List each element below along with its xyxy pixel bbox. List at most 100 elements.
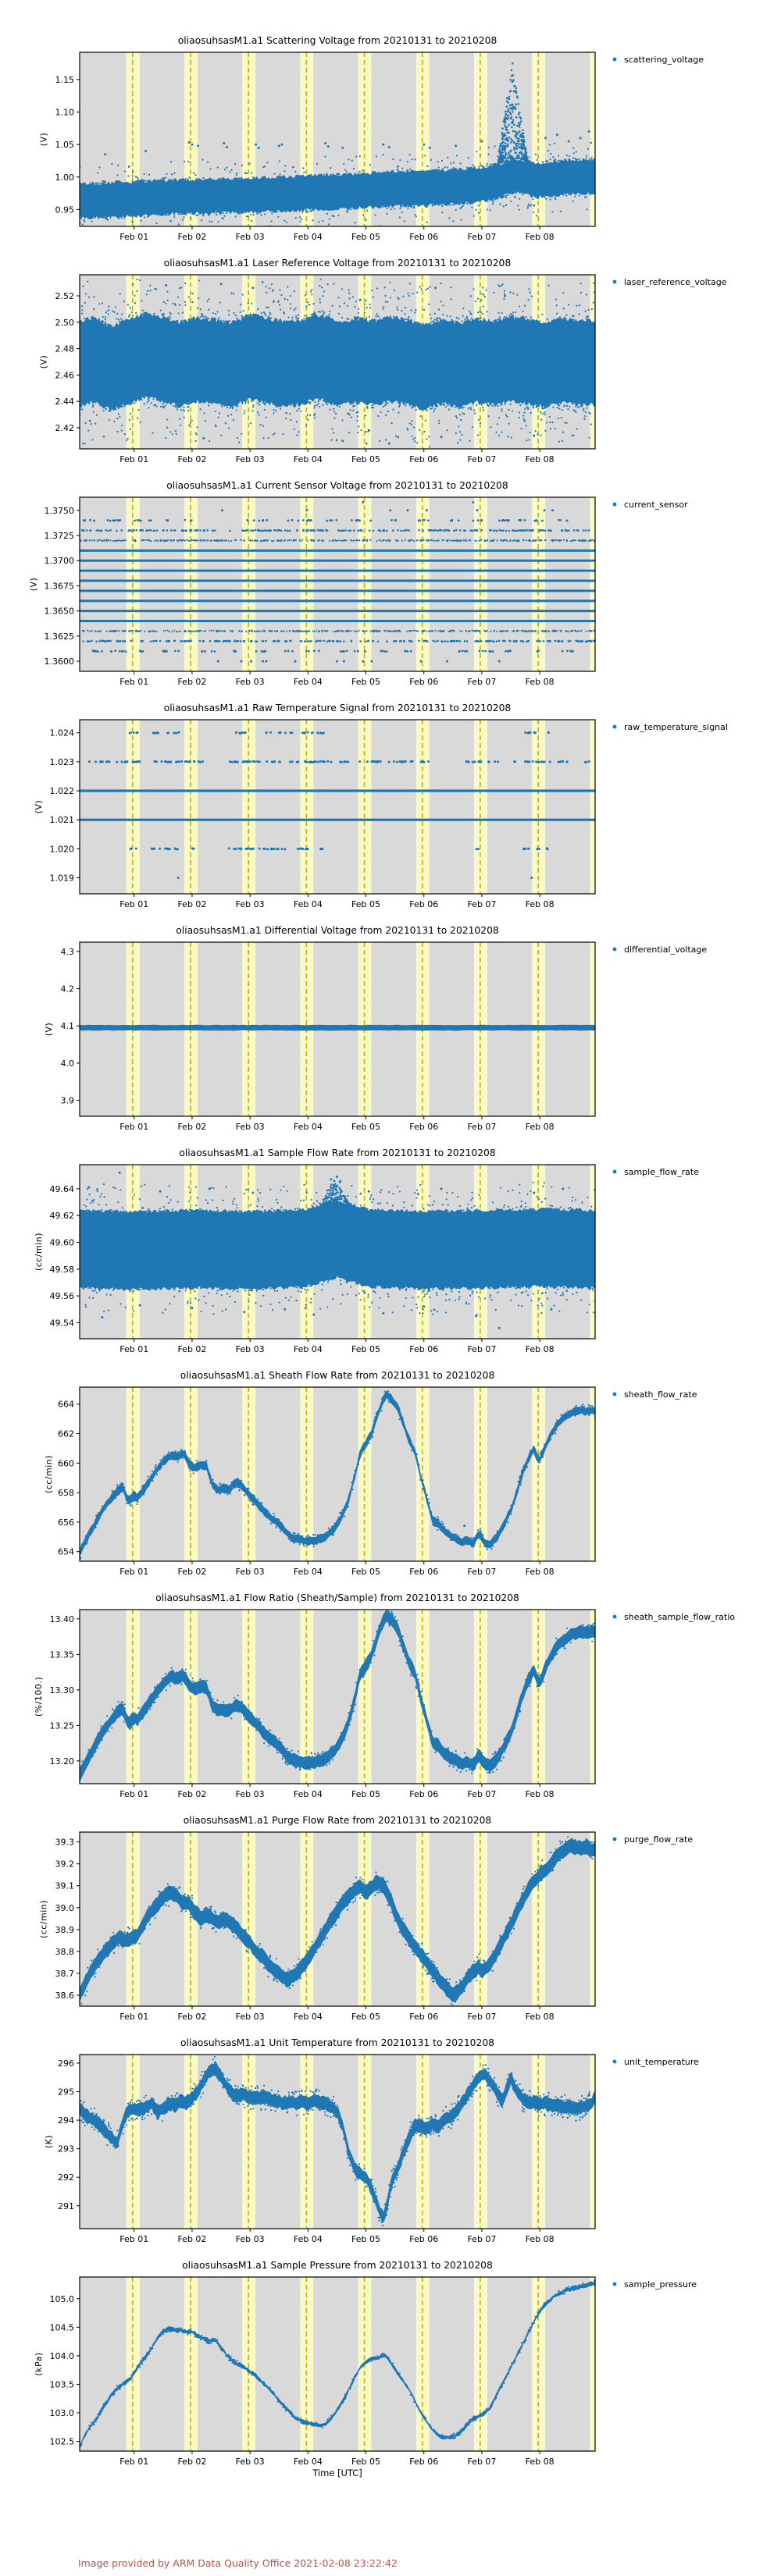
legend-label: sheath_sample_flow_ratio — [624, 1612, 735, 1622]
legend-marker — [612, 279, 617, 284]
y-tick-label: 49.56 — [50, 1291, 75, 1301]
x-tick-label: Feb 04 — [294, 1344, 323, 1354]
y-tick-label: 1.3725 — [45, 531, 75, 541]
y-tick-label: 13.20 — [50, 1756, 75, 1767]
y-tick-label: 4.0 — [61, 1059, 75, 1069]
x-tick-label: Feb 02 — [177, 232, 206, 242]
x-tick-label: Feb 02 — [177, 1344, 206, 1354]
plot-title: oliaosuhsasM1.a1 Scattering Voltage from… — [178, 35, 497, 46]
y-tick-label: 294 — [58, 2115, 74, 2126]
x-tick-label: Feb 01 — [119, 2234, 148, 2244]
y-tick-label: 660 — [58, 1458, 74, 1468]
plot-title: oliaosuhsasM1.a1 Raw Temperature Signal … — [164, 703, 512, 713]
x-tick-label: Feb 07 — [467, 1789, 496, 1799]
x-tick-label: Feb 03 — [236, 677, 265, 687]
data-series — [80, 2055, 595, 2227]
y-tick-label: 3.9 — [61, 1096, 75, 1106]
y-tick-label: 2.46 — [55, 370, 75, 380]
y-axis-label: (V) — [39, 355, 49, 369]
x-tick-label: Feb 03 — [236, 2457, 265, 2467]
x-tick-label: Feb 03 — [236, 2234, 265, 2244]
y-tick-label: 38.8 — [55, 1947, 75, 1957]
legend-marker — [612, 1614, 617, 1619]
day-band — [590, 1387, 595, 1561]
axes-frame — [79, 719, 596, 895]
legend-label: raw_temperature_signal — [624, 722, 728, 732]
x-tick-label: Feb 07 — [467, 232, 496, 242]
y-tick-label: 4.3 — [61, 947, 75, 957]
x-tick-label: Feb 07 — [467, 1567, 496, 1577]
x-tick-label: Feb 06 — [409, 232, 438, 242]
axes-frame — [79, 1386, 596, 1562]
data-series — [80, 1024, 595, 1031]
legend-label: laser_reference_voltage — [624, 277, 727, 287]
y-tick-label: 1.3675 — [45, 581, 75, 591]
x-tick-label: Feb 04 — [294, 1122, 323, 1132]
y-tick-label: 49.62 — [50, 1211, 75, 1221]
y-tick-label: 664 — [58, 1400, 74, 1410]
y-tick-label: 13.30 — [50, 1685, 75, 1695]
y-tick-label: 295 — [58, 2087, 74, 2097]
day-band — [590, 2277, 595, 2451]
y-axis-label: (V) — [34, 800, 44, 814]
y-tick-label: 39.3 — [55, 1838, 75, 1848]
y-tick-label: 2.52 — [55, 291, 75, 301]
plot-unit_temperature: Feb 01 Feb 02 Feb 03 Feb 04 Feb 05 Feb 06 Feb … — [0, 2032, 781, 2258]
y-tick-label: 4.1 — [61, 1021, 75, 1031]
y-tick-label: 13.25 — [50, 1720, 75, 1731]
y-tick-label: 103.0 — [50, 2408, 75, 2418]
x-tick-label: Feb 01 — [119, 1122, 148, 1132]
x-tick-label: Feb 08 — [526, 1789, 555, 1799]
legend-marker — [612, 1169, 617, 1174]
x-tick-label: Feb 06 — [409, 1789, 438, 1799]
x-tick-label: Feb 03 — [236, 454, 265, 464]
plot-differential_voltage: Feb 01 Feb 02 Feb 03 Feb 04 Feb 05 Feb 06 Feb … — [0, 920, 781, 1146]
legend-marker — [612, 2282, 617, 2286]
plot-sheath_flow_rate: Feb 01 Feb 02 Feb 03 Feb 04 Feb 05 Feb 06 Feb … — [0, 1364, 781, 1591]
x-tick-label: Feb 01 — [119, 1789, 148, 1799]
y-axis-label: (cc/min) — [34, 1233, 44, 1271]
x-tick-label: Feb 07 — [467, 1344, 496, 1354]
y-tick-label: 39.1 — [55, 1881, 75, 1891]
data-series — [80, 1610, 595, 1782]
axes-frame — [79, 2276, 596, 2452]
plot-title: oliaosuhsasM1.a1 Sample Pressure from 20… — [182, 2260, 493, 2271]
y-tick-label: 1.3625 — [45, 632, 75, 642]
plot-title: oliaosuhsasM1.a1 Sample Flow Rate from 2… — [179, 1147, 495, 1158]
y-tick-label: 13.35 — [50, 1649, 75, 1660]
x-tick-label: Feb 01 — [119, 232, 148, 242]
axes-background — [80, 1832, 595, 2006]
y-axis-label: (V) — [44, 1023, 54, 1037]
plot-scattering_voltage: Feb 01 Feb 02 Feb 03 Feb 04 Feb 05 Feb 06 Feb … — [0, 30, 781, 256]
x-tick-label: Feb 04 — [294, 1789, 323, 1799]
x-tick-label: Feb 04 — [294, 899, 323, 909]
y-axis-label: (cc/min) — [39, 1900, 49, 1938]
x-tick-label: Feb 08 — [526, 677, 555, 687]
x-tick-label: Feb 02 — [177, 677, 206, 687]
plot-title: oliaosuhsasM1.a1 Sheath Flow Rate from 2… — [180, 1370, 495, 1381]
x-tick-label: Feb 08 — [526, 1344, 555, 1354]
x-tick-label: Feb 07 — [467, 2234, 496, 2244]
y-tick-label: 13.40 — [50, 1614, 75, 1624]
x-axis-label: Time [UTC] — [312, 2467, 362, 2478]
axes-frame — [79, 1164, 596, 1340]
legend-marker — [612, 1392, 617, 1397]
y-axis-label: (K) — [44, 2135, 54, 2148]
y-axis-label: (%/100.) — [34, 1677, 44, 1717]
x-tick-label: Feb 05 — [351, 1789, 380, 1799]
y-tick-label: 38.7 — [55, 1969, 75, 1979]
x-tick-label: Feb 03 — [236, 899, 265, 909]
x-tick-label: Feb 03 — [236, 1789, 265, 1799]
y-tick-label: 1.022 — [50, 786, 75, 796]
x-tick-label: Feb 05 — [351, 232, 380, 242]
legend-label: scattering_voltage — [624, 55, 704, 65]
x-tick-label: Feb 01 — [119, 899, 148, 909]
x-tick-label: Feb 02 — [177, 2234, 206, 2244]
x-tick-label: Feb 02 — [177, 1122, 206, 1132]
x-tick-label: Feb 06 — [409, 2234, 438, 2244]
axes-background — [80, 497, 595, 671]
legend-label: sheath_flow_rate — [624, 1389, 697, 1400]
y-tick-label: 1.3750 — [45, 506, 75, 516]
data-series — [80, 500, 595, 663]
y-tick-label: 1.3700 — [45, 556, 75, 566]
